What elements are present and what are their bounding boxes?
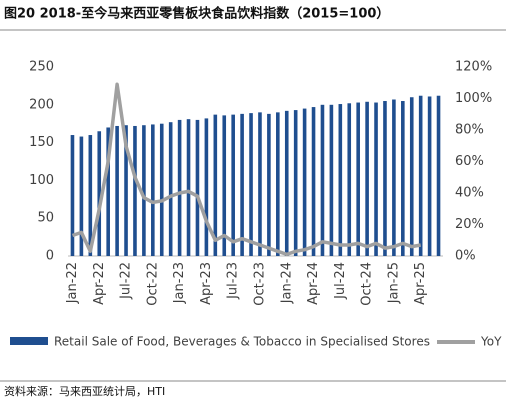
legend-label: YoY (480, 335, 502, 349)
bar (204, 118, 209, 257)
bar (284, 110, 289, 257)
x-tick-label: Jan-24 (279, 262, 294, 304)
y2-tick-label: 0% (455, 249, 476, 264)
y2-tick-label: 40% (455, 186, 484, 201)
x-tick-label: Apr-25 (413, 262, 428, 305)
bar (159, 123, 164, 256)
legend-label: Retail Sale of Food, Beverages & Tobacco… (54, 335, 430, 349)
bar (427, 96, 432, 256)
bar (401, 101, 405, 257)
bar (276, 112, 280, 256)
y2-tick-label: 60% (455, 154, 484, 169)
x-tick-label: Oct-22 (145, 262, 160, 306)
x-tick-label: Jul-24 (333, 262, 348, 300)
bar (258, 112, 262, 256)
y-tick-label: 0 (46, 249, 54, 264)
line (71, 82, 422, 257)
bar (231, 114, 235, 257)
bar (409, 97, 414, 257)
bar (347, 103, 352, 257)
y-tick-label: 100 (29, 173, 54, 188)
bar (365, 101, 369, 256)
bar (133, 125, 137, 256)
bar (392, 99, 396, 257)
bar (186, 119, 191, 256)
x-tick-label: Apr-22 (92, 262, 107, 305)
y-tick-label: 150 (29, 135, 54, 150)
y-tick-label: 250 (29, 60, 54, 75)
bar (436, 95, 441, 256)
y2-tick-label: 80% (455, 123, 484, 138)
y2-tick-label: 120% (455, 60, 492, 75)
bar (70, 135, 75, 256)
bar (195, 119, 200, 256)
bar (151, 124, 155, 257)
bar (267, 113, 271, 256)
bar (356, 102, 360, 256)
y2-tick-label: 100% (455, 91, 492, 106)
x-tick-label: Jul-23 (226, 262, 241, 300)
x-tick-label: Jan-25 (386, 262, 401, 304)
bar (338, 104, 343, 256)
y2-tick-label: 20% (455, 217, 484, 232)
bar (213, 114, 218, 257)
bar (115, 125, 119, 256)
source: 资料来源：马来西亚统计局，HTI (4, 384, 165, 398)
bar (320, 104, 325, 256)
x-tick-label: Oct-24 (360, 262, 375, 306)
bar (168, 122, 173, 256)
bar (329, 104, 334, 256)
x-tick-label: Jan-23 (172, 262, 187, 304)
bar (106, 127, 110, 256)
bar (302, 108, 307, 256)
bar (222, 115, 227, 256)
bar (97, 131, 102, 256)
bar (240, 113, 244, 256)
bar (142, 125, 146, 256)
bar (177, 119, 182, 256)
bar (293, 110, 298, 256)
x-tick-label: Oct-23 (252, 262, 267, 306)
x-tick-label: Jul-22 (119, 262, 134, 300)
legend-swatch (10, 337, 48, 345)
bar (124, 125, 128, 256)
y-tick-label: 50 (37, 211, 54, 226)
x-tick-label: Jan-22 (65, 262, 80, 304)
x-tick-label: Apr-23 (199, 262, 214, 305)
y-tick-label: 200 (29, 97, 54, 112)
bar (88, 135, 93, 256)
x-tick-label: Apr-24 (306, 262, 321, 305)
chart-title: 图20 2018-至今马来西亚零售板块食品饮料指数（2015=100） (4, 6, 389, 22)
bar (311, 107, 316, 257)
bar (374, 102, 378, 256)
bar (383, 101, 387, 257)
bar (418, 95, 423, 256)
bar (79, 136, 84, 256)
bar (249, 113, 253, 256)
